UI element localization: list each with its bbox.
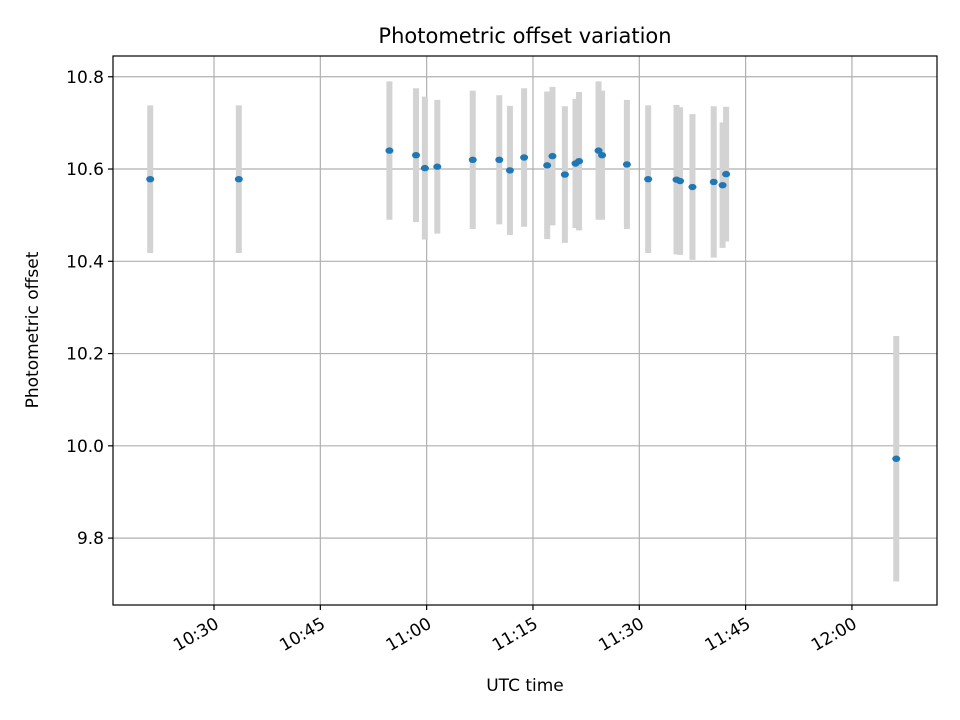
data-point	[560, 171, 569, 178]
y-tick-label: 10.0	[66, 437, 104, 457]
data-point	[594, 147, 603, 154]
y-tick-label: 10.4	[66, 252, 104, 272]
data-point	[543, 162, 552, 169]
data-point	[433, 163, 442, 170]
y-tick-label: 10.8	[66, 68, 104, 88]
data-point	[385, 147, 394, 154]
y-tick-label: 9.8	[77, 529, 104, 549]
data-point	[495, 156, 504, 164]
data-point	[420, 164, 429, 172]
x-tick-label: 11:15	[489, 614, 541, 656]
data-point	[234, 175, 243, 183]
data-point	[520, 154, 529, 161]
data-point	[468, 156, 477, 164]
x-tick-label: 11:30	[595, 614, 647, 656]
x-tick-label: 10:45	[276, 614, 328, 656]
chart-title: Photometric offset variation	[378, 24, 671, 48]
data-point	[892, 455, 901, 462]
data-point	[505, 167, 514, 174]
data-point	[598, 151, 607, 159]
x-tick-label: 11:45	[702, 614, 754, 656]
x-tick-label: 10:30	[170, 614, 222, 656]
data-point	[622, 161, 631, 168]
y-tick-label: 10.2	[66, 345, 104, 365]
data-point	[146, 175, 155, 183]
data-point	[676, 177, 685, 185]
x-tick-label: 11:00	[383, 614, 435, 656]
data-point	[722, 170, 731, 178]
plot-frame	[112, 55, 938, 606]
data-point	[688, 183, 697, 191]
x-axis-label: UTC time	[486, 676, 564, 696]
grid-lines	[113, 56, 937, 605]
data-point	[718, 181, 727, 189]
data-point	[412, 151, 421, 159]
data-point	[575, 157, 584, 165]
y-axis-label: Photometric offset	[23, 251, 43, 408]
data-point	[548, 152, 557, 160]
data-points	[146, 147, 901, 462]
data-point	[709, 178, 718, 186]
y-tick-label: 10.6	[66, 160, 104, 180]
axis-ticks: 10:30 10:45 11:00 11:15 11:30 11:45 12:00 9.8 10…	[66, 68, 860, 656]
data-point	[644, 175, 653, 183]
x-tick-label: 12:00	[808, 614, 860, 656]
